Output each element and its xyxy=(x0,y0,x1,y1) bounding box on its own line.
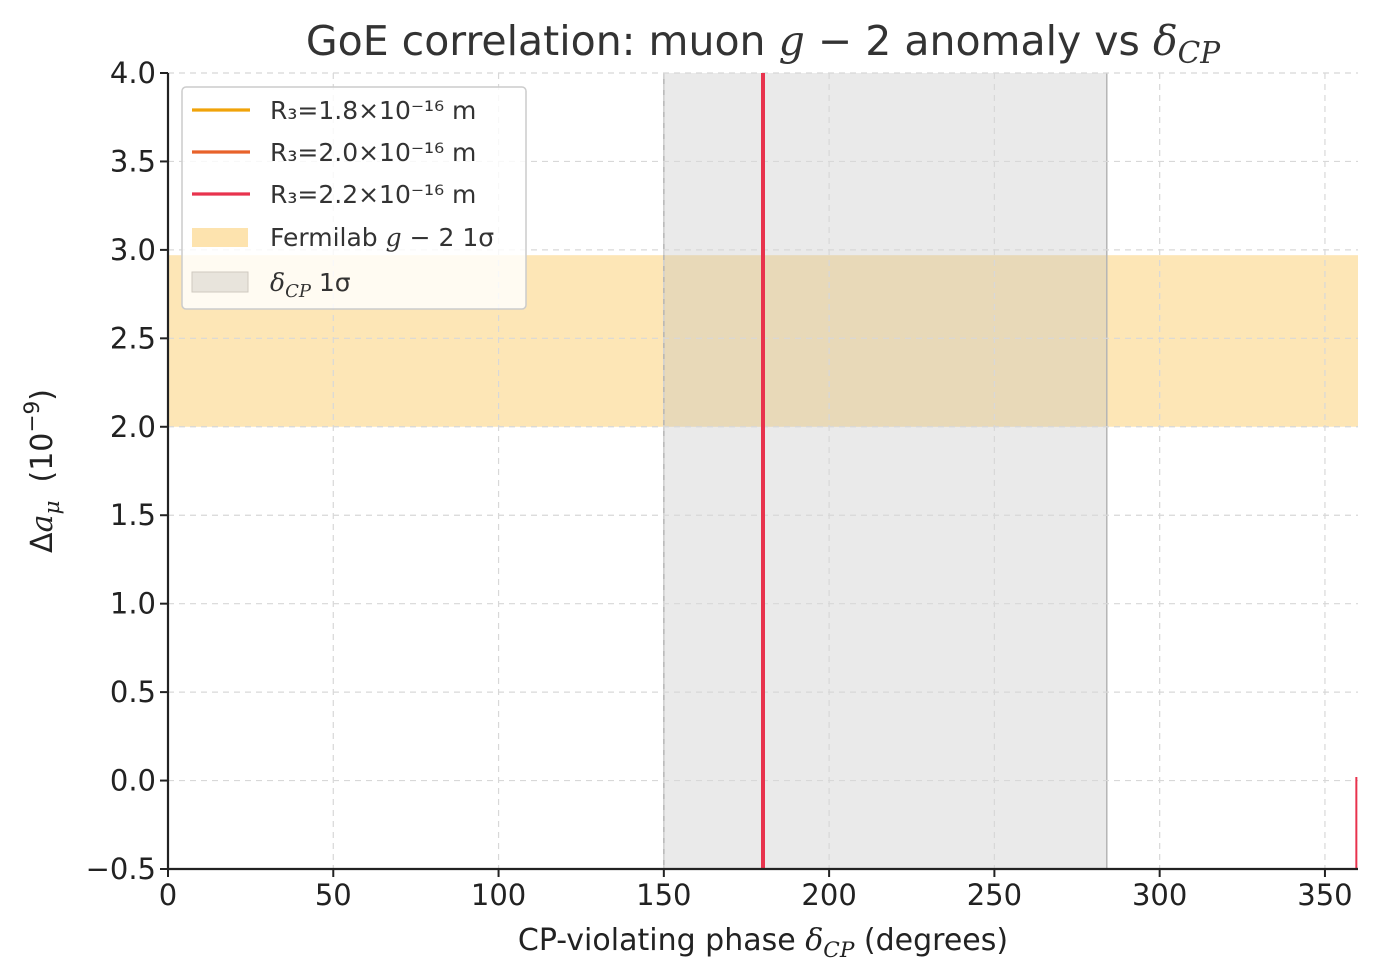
title-prefix: GoE correlation: muon xyxy=(306,17,779,65)
legend-deltacp-suffix: 1σ xyxy=(311,268,351,297)
band-deltacp xyxy=(663,73,1107,869)
legend-swatch-fermilab-band xyxy=(192,228,248,247)
title-sub: CP xyxy=(1178,36,1222,70)
y-axis-label: Δaμ (10−9) xyxy=(20,389,65,553)
ylabel-units-base: (10 xyxy=(25,433,60,483)
y-tick-label: 0.5 xyxy=(110,675,156,709)
title-mid: − 2 anomaly vs xyxy=(805,17,1153,65)
y-tick-label: 2.0 xyxy=(110,410,156,444)
x-tick-label: 50 xyxy=(315,878,352,912)
y-tick-label: 1.5 xyxy=(110,498,156,532)
legend-deltacp-sub: CP xyxy=(285,281,312,302)
series-layer xyxy=(761,73,1358,869)
x-tick-label: 250 xyxy=(967,878,1022,912)
legend-fermilab-prefix: Fermilab xyxy=(270,223,386,252)
y-tick-label: 4.0 xyxy=(110,56,156,90)
y-tick-label: 2.5 xyxy=(110,321,156,355)
y-tick-label: 0.0 xyxy=(110,764,156,798)
ticks-layer: 0 50 100 150 200 250 300 350 −0.5 0.0 0.5 1.0 1.5 2.0… xyxy=(86,56,1353,912)
chart-title: GoE correlation: muon g − 2 anomaly vs δ… xyxy=(306,17,1221,70)
ylabel-sub: μ xyxy=(40,500,65,514)
legend-label-series-3: R₃=2.2×10⁻¹⁶ m xyxy=(270,180,476,209)
legend-label-series-1: R₃=1.8×10⁻¹⁶ m xyxy=(270,96,476,125)
x-tick-label: 200 xyxy=(801,878,856,912)
x-tick-label: 0 xyxy=(159,878,177,912)
x-tick-label: 350 xyxy=(1297,878,1352,912)
x-tick-label: 300 xyxy=(1132,878,1187,912)
y-tick-label: −0.5 xyxy=(86,852,156,886)
title-g: g xyxy=(779,17,805,65)
ylabel-units-exp: −9 xyxy=(20,401,45,433)
x-axis-label: CP-violating phase δCP (degrees) xyxy=(518,923,1008,963)
legend-label-series-2: R₃=2.0×10⁻¹⁶ m xyxy=(270,138,476,167)
ylabel-units-close: ) xyxy=(25,389,60,401)
title-delta: δ xyxy=(1153,17,1178,65)
legend-deltacp-delta: δ xyxy=(270,268,285,297)
x-tick-label: 150 xyxy=(636,878,691,912)
y-tick-label: 3.0 xyxy=(110,233,156,267)
y-tick-label: 1.0 xyxy=(110,587,156,621)
legend-swatch-deltacp-band xyxy=(191,271,249,293)
xlabel-prefix: CP-violating phase xyxy=(518,923,805,958)
x-tick-label: 100 xyxy=(471,878,526,912)
xlabel-suffix: (degrees) xyxy=(854,923,1008,958)
xlabel-delta: δ xyxy=(805,923,823,958)
legend: R₃=1.8×10⁻¹⁶ m R₃=2.0×10⁻¹⁶ m R₃=2.2×10⁻… xyxy=(181,86,527,310)
legend-label-fermilab-band: Fermilab g − 2 1σ xyxy=(270,223,494,252)
ylabel-delta: Δ xyxy=(25,532,60,553)
xlabel-sub: CP xyxy=(823,938,855,963)
legend-label-deltacp-band: δCP 1σ xyxy=(270,268,351,302)
ylabel-a: a xyxy=(25,515,60,533)
legend-fermilab-suffix: − 2 1σ xyxy=(402,223,495,252)
legend-frame xyxy=(181,86,527,310)
legend-fermilab-g: g xyxy=(386,223,402,252)
y-tick-label: 3.5 xyxy=(110,144,156,178)
